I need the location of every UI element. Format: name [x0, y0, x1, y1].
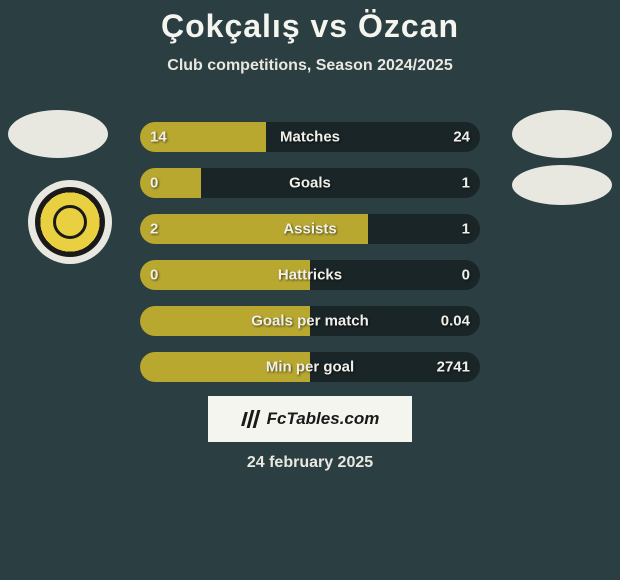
source-banner: FcTables.com — [208, 396, 412, 442]
stat-value-right: 24 — [453, 129, 470, 146]
stat-row: Assists 2 1 — [140, 214, 480, 244]
stat-label: Hattricks — [278, 267, 342, 284]
player-right-avatar-alt — [512, 165, 612, 205]
stat-value-left: 0 — [150, 175, 158, 192]
page-title: Çokçalış vs Özcan — [0, 0, 620, 45]
stat-label: Min per goal — [266, 359, 354, 376]
player-left-avatar — [8, 110, 108, 158]
stat-value-right: 1 — [462, 221, 470, 238]
stat-row: Matches 14 24 — [140, 122, 480, 152]
stat-value-right: 2741 — [437, 359, 470, 376]
season-subtitle: Club competitions, Season 2024/2025 — [0, 57, 620, 75]
stat-value-right: 1 — [462, 175, 470, 192]
stat-value-left: 0 — [150, 267, 158, 284]
stat-value-right: 0.04 — [441, 313, 470, 330]
stat-value-right: 0 — [462, 267, 470, 284]
stat-row: Min per goal 2741 — [140, 352, 480, 382]
fctables-logo-icon — [241, 410, 261, 428]
stat-value-left: 2 — [150, 221, 158, 238]
club-badge-icon — [35, 187, 105, 257]
stat-label: Goals per match — [251, 313, 369, 330]
stats-comparison: Matches1424Goals01Assists21Hattricks00Go… — [140, 122, 480, 398]
stat-row: Hattricks 0 0 — [140, 260, 480, 290]
stat-row: Goals 0 1 — [140, 168, 480, 198]
player-right-avatar — [512, 110, 612, 158]
source-label: FcTables.com — [267, 409, 380, 429]
stat-label: Matches — [280, 129, 340, 146]
club-badge — [28, 180, 112, 264]
snapshot-date: 24 february 2025 — [247, 454, 373, 472]
stat-label: Assists — [283, 221, 336, 238]
stat-label: Goals — [289, 175, 331, 192]
stat-row: Goals per match 0.04 — [140, 306, 480, 336]
stat-value-left: 14 — [150, 129, 167, 146]
